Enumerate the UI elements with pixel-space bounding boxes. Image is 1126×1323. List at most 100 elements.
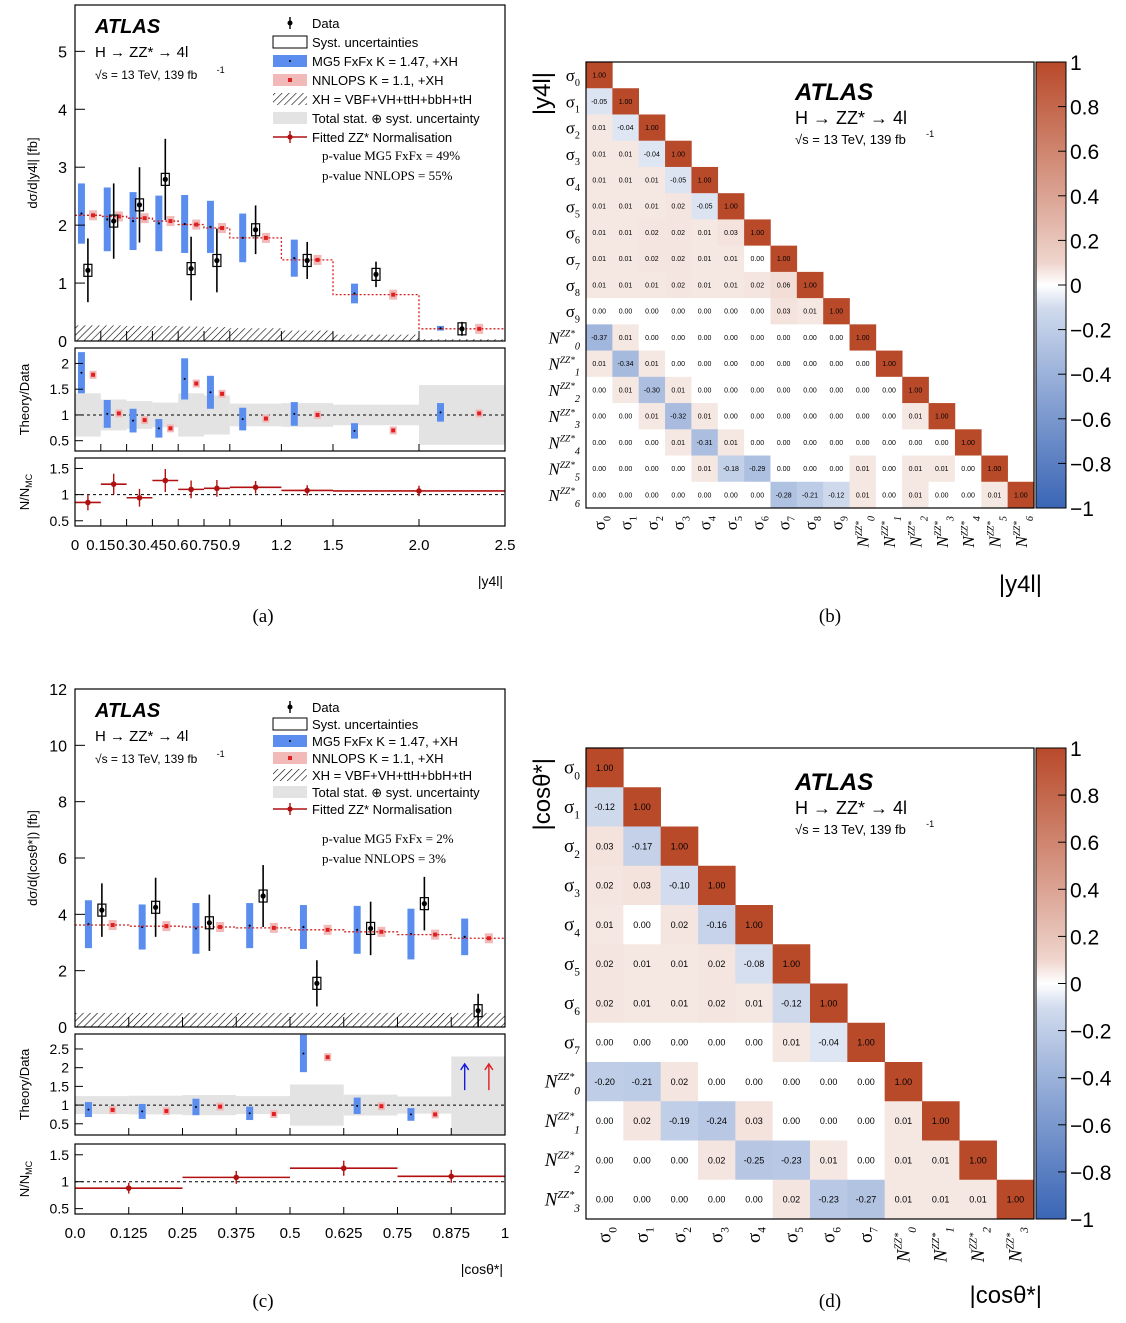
matrix-cell-value: 1.00 — [882, 361, 896, 368]
matrix-cell-value: 0.01 — [698, 466, 712, 473]
matrix-cell — [959, 1140, 997, 1181]
column-label-symbol: N — [985, 535, 1004, 549]
nnlops-marker — [194, 222, 199, 227]
matrix-cell-value: 0.00 — [783, 1077, 801, 1087]
column-label-subscript: 0 — [867, 516, 878, 521]
ratio-y-tick-label: 0.5 — [50, 1116, 70, 1132]
x-tick-label: 1.2 — [271, 537, 292, 554]
column-label-subscript: 3 — [946, 516, 957, 522]
matrix-cell — [796, 429, 824, 456]
matrix-cell-value: 0.01 — [698, 256, 712, 263]
row-label-superscript: ZZ* — [560, 435, 575, 445]
matrix-cell-value: 0.00 — [830, 466, 844, 473]
column-label: NZZ*1 — [931, 1227, 957, 1263]
column-label-symbol: σ — [595, 1233, 616, 1243]
atlas-label: ATLAS — [794, 79, 873, 106]
column-label-symbol: N — [854, 535, 873, 549]
data-point — [111, 218, 117, 224]
matrix-cell-value: 0.00 — [783, 1116, 801, 1126]
matrix-cell — [823, 376, 850, 404]
matrix-cell-value: -0.04 — [618, 125, 634, 132]
matrix-cell-value: 0.00 — [724, 414, 738, 421]
column-label-subscript: 5 — [734, 516, 745, 521]
matrix-cell — [744, 271, 771, 299]
colorbar-tick-label: −0.4 — [1070, 364, 1112, 387]
column-label: σ4 — [696, 516, 719, 530]
matrix-cell — [691, 193, 719, 220]
matrix-cell-value: 0.00 — [857, 1155, 875, 1165]
row-label-subscript: 1 — [575, 368, 580, 379]
matrix-cell — [660, 1022, 699, 1063]
row-label-symbol: σ — [566, 250, 575, 269]
legend-entry: Syst. uncertainties — [312, 717, 419, 732]
colorbar-tick-label: 0.8 — [1070, 97, 1099, 120]
matrix-cell-value: 1.00 — [961, 440, 975, 447]
matrix-cell-value: 0.06 — [777, 282, 791, 289]
matrix-cell-value: -0.05 — [670, 178, 686, 185]
matrix-cell-value: 0.00 — [698, 387, 712, 394]
data-syst-box — [312, 976, 322, 990]
ratio-y-tick-label: 1 — [61, 1097, 69, 1113]
matrix-cell-value: 0.01 — [909, 414, 923, 421]
matrix-cell-value: 1.00 — [633, 802, 651, 812]
x-axis-label: |cosθ*| — [461, 1261, 503, 1277]
ratio-nnlops-marker — [164, 1109, 169, 1114]
column-label-symbol: N — [931, 1248, 952, 1263]
matrix-cell-value: 0.00 — [777, 414, 791, 421]
row-label: NZZ* 3 — [547, 407, 580, 431]
matrix-cell — [796, 403, 824, 430]
row-label: NZZ*0 — [547, 328, 580, 352]
norm-axis-label: N/NMC — [17, 473, 34, 510]
matrix-cell — [612, 481, 640, 509]
x-tick-label: 0.6 — [168, 537, 189, 554]
column-label: NZZ*2 — [968, 1227, 994, 1264]
matrix-cell-value: 0.00 — [645, 440, 659, 447]
row-label-subscript: 9 — [575, 314, 580, 325]
column-label-superscript: ZZ* — [934, 521, 944, 536]
matrix-cell — [744, 245, 771, 273]
matrix-cell — [586, 983, 624, 1024]
energy-superscript: -1 — [926, 819, 934, 829]
matrix-cell-value: 0.01 — [969, 1195, 987, 1205]
process-label: H → ZZ* → 4l — [95, 728, 188, 745]
data-syst-box — [97, 903, 107, 917]
ratio-mg5-marker — [439, 411, 442, 414]
matrix-cell — [586, 1062, 624, 1102]
column-label-superscript: ZZ* — [960, 521, 970, 536]
legend-entry: Total stat. ⊕ syst. uncertainty — [312, 111, 480, 126]
data-point — [253, 227, 259, 233]
matrix-cell — [638, 403, 666, 430]
matrix-cell-value: 0.00 — [882, 492, 896, 499]
ratio-uncertainty-band — [451, 1056, 505, 1135]
matrix-cell-value: 0.02 — [645, 230, 659, 237]
matrix-cell — [586, 1022, 624, 1063]
colorbar-tick-label: −0.8 — [1070, 1162, 1111, 1185]
matrix-cell-value: 0.00 — [830, 414, 844, 421]
data-syst-box — [258, 889, 268, 903]
column-label-symbol: N — [968, 1248, 989, 1263]
data-syst-box — [419, 897, 429, 911]
matrix-cell-value: 0.00 — [619, 492, 633, 499]
matrix-cell — [691, 481, 719, 509]
matrix-cell — [660, 1179, 699, 1220]
column-label-subscript: 7 — [787, 516, 798, 521]
column-label-symbol: N — [933, 535, 952, 549]
legend-entry: Fitted ZZ* Normalisation — [312, 130, 452, 145]
ratio-uncertainty-band — [281, 403, 333, 427]
column-label-superscript: ZZ* — [855, 521, 865, 536]
column-label-subscript: 2 — [982, 1227, 994, 1233]
matrix-cell-value: -0.10 — [669, 881, 690, 891]
row-label: NZZ*0 — [544, 1072, 581, 1098]
mg5-marker — [302, 925, 305, 929]
matrix-cell-value: 1.00 — [935, 414, 949, 421]
row-label-symbol: σ — [564, 915, 574, 936]
matrix-cell — [665, 324, 692, 351]
matrix-cell-value: 0.02 — [671, 1077, 689, 1087]
xh-hatch-bar — [75, 1012, 129, 1027]
column-label: σ7 — [856, 1227, 881, 1243]
ratio-nnlops-marker — [218, 1104, 223, 1109]
row-label: σ7 — [566, 250, 580, 273]
matrix-cell-value: 0.00 — [803, 361, 817, 368]
legend-band-box — [273, 112, 307, 124]
distribution-chart-a: 0 1 2 3 4 5 dσ/d|y4l| [fb] ATLAS H → ZZ* → 4l √s … — [17, 4, 515, 589]
